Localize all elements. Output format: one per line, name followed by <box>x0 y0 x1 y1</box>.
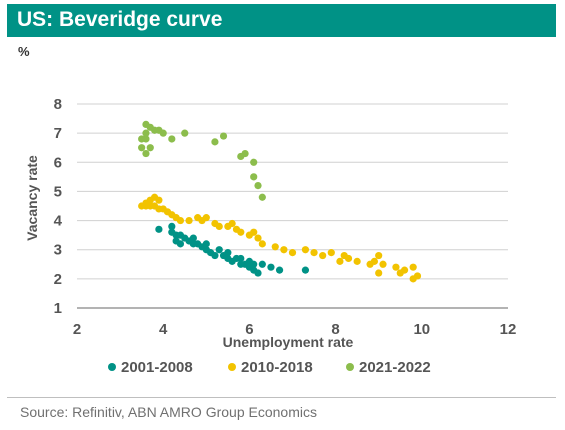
data-point-2010-2018 <box>327 249 335 257</box>
data-point-2001-2008 <box>275 266 284 274</box>
data-point-2010-2018 <box>375 269 383 277</box>
data-point-2021-2022 <box>142 149 150 158</box>
data-point-2001-2008 <box>258 260 266 268</box>
legend-label: 2001-2008 <box>121 359 193 376</box>
data-point-2010-2018 <box>392 263 400 271</box>
y-tick-label: 8 <box>54 96 62 113</box>
data-point-2010-2018 <box>155 196 163 204</box>
y-tick-label: 6 <box>54 154 62 171</box>
data-point-2001-2008 <box>224 249 232 257</box>
data-point-2010-2018 <box>271 243 279 251</box>
y-tick-label: 3 <box>54 242 62 259</box>
data-point-2010-2018 <box>232 225 241 233</box>
data-point-2001-2008 <box>202 240 210 248</box>
data-point-2021-2022 <box>181 129 189 137</box>
x-tick-label: 2 <box>73 321 81 338</box>
data-points <box>138 120 422 283</box>
data-point-2010-2018 <box>379 260 387 268</box>
data-point-2021-2022 <box>146 144 154 152</box>
y-tick-label: 5 <box>54 183 62 200</box>
y-tick-label: 4 <box>54 213 63 230</box>
data-point-2010-2018 <box>375 251 383 260</box>
data-point-2010-2018 <box>400 266 409 274</box>
legend-label: 2010-2018 <box>241 359 313 376</box>
data-point-2021-2022 <box>250 173 258 181</box>
data-point-2001-2008 <box>267 263 275 271</box>
data-point-2021-2022 <box>142 120 150 128</box>
data-point-2010-2018 <box>258 240 266 248</box>
data-point-2021-2022 <box>211 138 219 146</box>
data-point-2001-2008 <box>254 269 262 277</box>
chart-header: US: Beveridge curve <box>7 4 556 37</box>
data-point-2010-2018 <box>413 272 422 280</box>
data-point-2021-2022 <box>250 158 258 166</box>
legend-marker <box>108 363 116 371</box>
data-point-2010-2018 <box>340 251 348 260</box>
x-tick-label: 8 <box>331 321 339 338</box>
data-point-2021-2022 <box>254 182 262 190</box>
data-point-2010-2018 <box>310 249 318 257</box>
x-tick-label: 4 <box>159 321 168 338</box>
data-point-2001-2008 <box>155 225 163 233</box>
x-tick-label: 12 <box>500 321 517 338</box>
x-tick-label: 10 <box>413 321 430 338</box>
data-point-2021-2022 <box>219 132 228 140</box>
data-point-2010-2018 <box>336 257 344 265</box>
chart-title: US: Beveridge curve <box>17 8 223 31</box>
data-point-2021-2022 <box>142 129 150 137</box>
data-point-2021-2022 <box>168 135 176 143</box>
data-point-2001-2008 <box>211 251 219 260</box>
data-point-2010-2018 <box>353 257 361 265</box>
source-note: Source: Refinitiv, ABN AMRO Group Econom… <box>20 404 317 420</box>
legend: 2001-2008 2010-2018 2021-2022 <box>108 359 431 376</box>
unit-label: % <box>18 44 30 59</box>
data-point-2010-2018 <box>245 231 253 239</box>
x-tick-label: 6 <box>245 321 253 338</box>
data-point-2010-2018 <box>254 234 262 242</box>
legend-marker <box>228 363 236 371</box>
data-point-2010-2018 <box>409 263 417 271</box>
data-point-2001-2008 <box>301 266 310 274</box>
data-point-2010-2018 <box>301 246 310 254</box>
legend-label: 2021-2022 <box>359 359 431 376</box>
data-point-2021-2022 <box>138 135 146 143</box>
data-point-2010-2018 <box>224 222 232 230</box>
data-point-2021-2022 <box>237 152 245 161</box>
data-point-2010-2018 <box>194 214 202 222</box>
x-axis-label: Unemployment rate <box>223 334 354 350</box>
data-point-2001-2008 <box>250 260 258 268</box>
data-point-2010-2018 <box>142 199 150 207</box>
y-tick-labels: 1 2 3 4 5 6 7 8 <box>54 96 63 317</box>
data-point-2001-2008 <box>168 222 176 230</box>
data-point-2010-2018 <box>211 219 219 228</box>
y-tick-label: 7 <box>54 125 62 142</box>
data-point-2001-2008 <box>237 254 245 263</box>
data-point-2021-2022 <box>138 144 146 152</box>
data-point-2001-2008 <box>176 240 185 248</box>
data-point-2001-2008 <box>189 234 197 242</box>
footer-divider <box>7 397 556 398</box>
data-point-2010-2018 <box>319 251 327 260</box>
data-point-2010-2018 <box>185 216 193 225</box>
y-tick-label: 1 <box>54 300 62 317</box>
x-tick-labels: 2 4 6 8 10 12 <box>73 321 517 338</box>
y-axis-label: Vacancy rate <box>24 155 40 241</box>
data-point-2010-2018 <box>366 260 374 268</box>
data-point-2021-2022 <box>258 193 266 201</box>
data-point-2010-2018 <box>280 246 288 254</box>
data-point-2010-2018 <box>288 249 297 257</box>
y-tick-label: 2 <box>54 271 62 288</box>
legend-marker <box>346 363 354 371</box>
data-point-2001-2008 <box>215 246 223 254</box>
